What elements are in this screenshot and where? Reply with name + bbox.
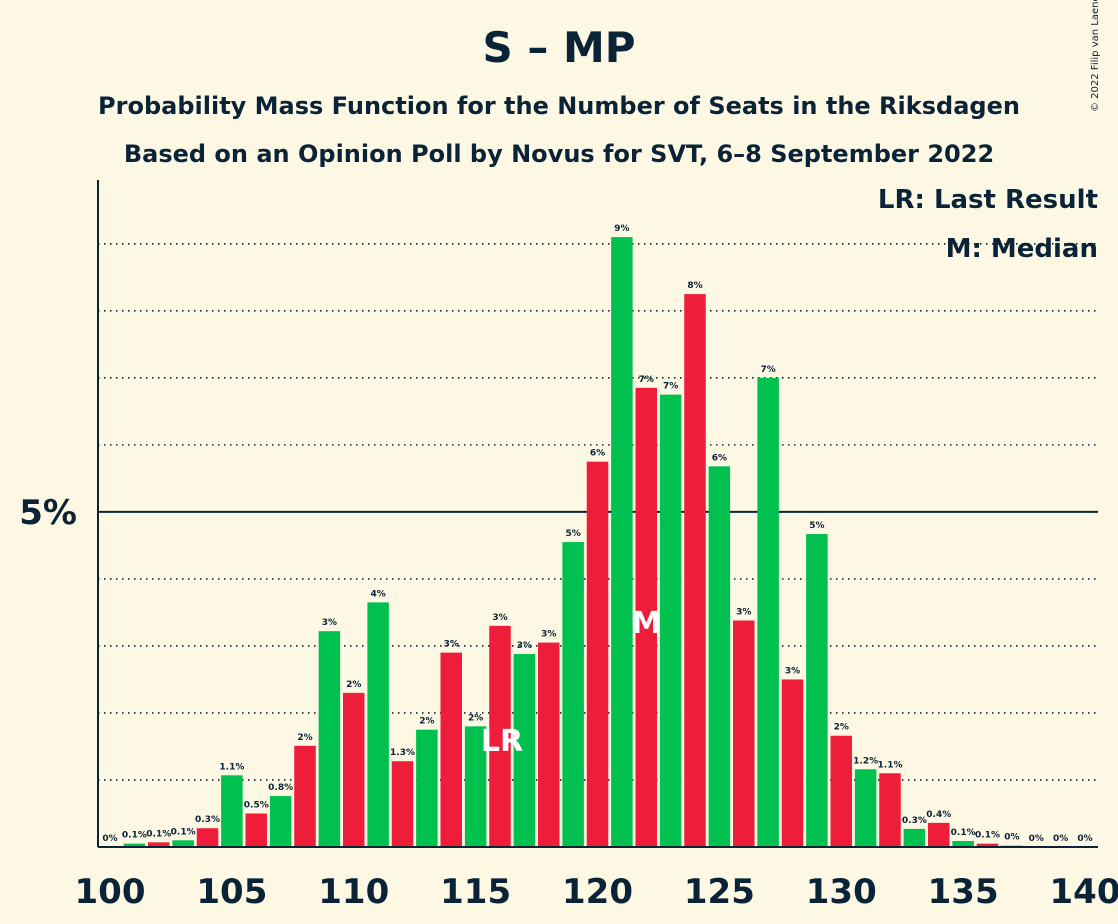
data-label-seat-131: 1.2% xyxy=(853,756,878,766)
bar-seat-136 xyxy=(976,843,999,847)
bar-seat-132 xyxy=(879,773,901,847)
bar-seat-118 xyxy=(538,642,560,847)
legend-median: M: Median xyxy=(945,234,1098,264)
bar-seat-125 xyxy=(708,466,731,847)
bar-seat-122 xyxy=(635,387,657,847)
bar-seat-104 xyxy=(196,828,219,847)
bar-seat-133 xyxy=(903,828,926,847)
data-label-seat-106: 0.5% xyxy=(244,800,269,810)
x-tick-label: 110 xyxy=(318,872,389,912)
bar-seat-120 xyxy=(586,461,609,847)
data-label-seat-101: 0.1% xyxy=(122,831,147,841)
bar-seat-130 xyxy=(830,735,852,847)
bar-seat-128 xyxy=(781,679,804,847)
bar-seat-114 xyxy=(440,652,462,847)
y-tick-label: 5% xyxy=(19,493,77,533)
legend-last-result: LR: Last Result xyxy=(877,185,1098,215)
data-label-seat-111: 4% xyxy=(370,589,385,599)
data-label-seat-119: 5% xyxy=(565,529,580,539)
x-tick-label: 140 xyxy=(1050,872,1118,912)
data-label-seat-122: 7% xyxy=(639,375,654,385)
data-label-seat-118: 3% xyxy=(541,630,556,640)
bar-seat-119 xyxy=(562,542,584,847)
data-label-seat-105: 1.1% xyxy=(219,762,244,772)
bar-seat-108 xyxy=(294,745,316,847)
data-label-seat-134: 0.4% xyxy=(926,810,951,820)
data-label-seat-140: 0% xyxy=(1077,834,1092,844)
chart-subtitle-1: Probability Mass Function for the Number… xyxy=(98,92,1020,120)
bar-seat-124 xyxy=(684,294,706,848)
chart-subtitle-2: Based on an Opinion Poll by Novus for SV… xyxy=(123,140,995,168)
bar-seat-135 xyxy=(952,840,974,847)
data-label-seat-133: 0.3% xyxy=(902,816,927,826)
bar-seat-116 xyxy=(489,625,511,847)
data-label-seat-107: 0.8% xyxy=(268,783,293,793)
bar-seat-103 xyxy=(172,840,194,847)
data-label-seat-112: 1.3% xyxy=(390,748,415,758)
data-label-seat-115: 2% xyxy=(468,713,483,723)
bar-seat-126 xyxy=(733,620,755,847)
x-tick-label: 135 xyxy=(928,872,999,912)
data-label-seat-114: 3% xyxy=(444,640,459,650)
bar-seat-134 xyxy=(928,822,950,847)
data-label-seat-120: 6% xyxy=(590,449,605,459)
median-marker: M xyxy=(631,606,661,641)
bar-seat-129 xyxy=(806,534,828,847)
data-label-seat-135: 0.1% xyxy=(951,828,976,838)
data-label-seat-103: 0.1% xyxy=(171,827,196,837)
data-label-seat-113: 2% xyxy=(419,717,434,727)
data-label-seat-124: 8% xyxy=(687,281,702,291)
data-label-seat-129: 5% xyxy=(809,521,824,531)
data-label-seat-100: 0% xyxy=(102,834,117,844)
bar-seat-113 xyxy=(416,729,438,847)
x-tick-label: 120 xyxy=(562,872,633,912)
bar-seat-123 xyxy=(659,394,682,847)
bar-seat-112 xyxy=(391,761,414,847)
bar-seat-111 xyxy=(367,602,389,847)
data-label-seat-126: 3% xyxy=(736,607,751,617)
chart-title: S – MP xyxy=(482,23,636,72)
bar-seat-117 xyxy=(513,653,536,847)
bar-seat-109 xyxy=(318,631,341,847)
x-tick-label: 130 xyxy=(806,872,877,912)
data-label-seat-127: 7% xyxy=(760,365,775,375)
data-label-seat-139: 0% xyxy=(1053,834,1068,844)
data-label-seat-128: 3% xyxy=(785,666,800,676)
data-label-seat-110: 2% xyxy=(346,680,361,690)
bar-seat-102 xyxy=(148,842,170,847)
x-tick-label: 125 xyxy=(684,872,755,912)
data-label-seat-108: 2% xyxy=(297,733,312,743)
last-result-marker: LR xyxy=(481,724,523,759)
x-tick-label: 100 xyxy=(75,872,146,912)
data-label-seat-117: 3% xyxy=(517,641,532,651)
bar-seat-131 xyxy=(854,769,877,847)
bar-seat-115 xyxy=(464,726,487,847)
bar-seat-106 xyxy=(245,813,267,847)
data-label-seat-125: 6% xyxy=(712,453,727,463)
x-tick-label: 105 xyxy=(196,872,267,912)
data-label-seat-102: 0.1% xyxy=(146,829,171,839)
data-label-seat-123: 7% xyxy=(663,382,678,392)
bar-seat-101 xyxy=(123,843,146,847)
data-label-seat-137: 0% xyxy=(1004,833,1019,843)
data-label-seat-116: 3% xyxy=(492,613,507,623)
data-label-seat-121: 9% xyxy=(614,224,629,234)
bar-seat-105 xyxy=(221,775,243,847)
bar-seat-110 xyxy=(343,692,365,847)
bar-seat-107 xyxy=(269,796,292,847)
data-label-seat-109: 3% xyxy=(322,618,337,628)
bar-seat-127 xyxy=(757,377,779,847)
data-label-seat-138: 0% xyxy=(1029,834,1044,844)
data-label-seat-132: 1.1% xyxy=(878,760,903,770)
x-tick-label: 115 xyxy=(440,872,511,912)
bar-seat-121 xyxy=(611,237,633,848)
data-label-seat-136: 0.1% xyxy=(975,831,1000,841)
data-label-seat-104: 0.3% xyxy=(195,815,220,825)
data-label-seat-130: 2% xyxy=(834,723,849,733)
